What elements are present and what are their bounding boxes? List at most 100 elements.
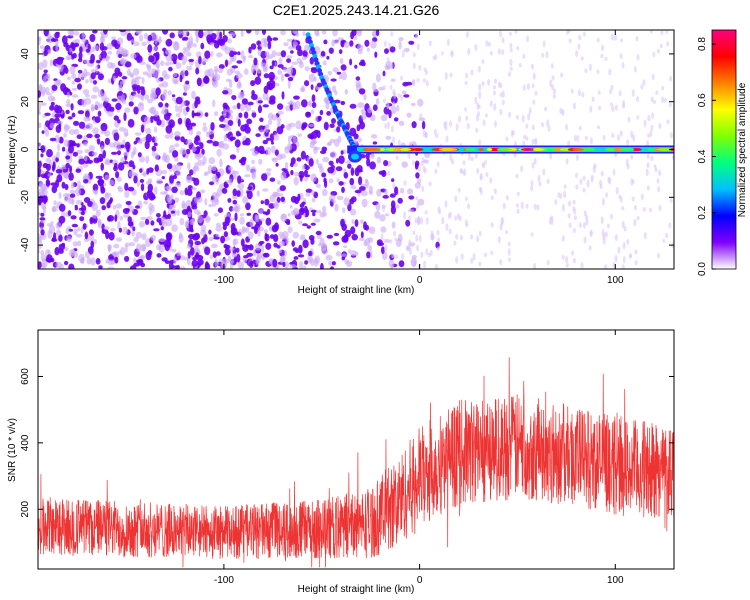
noise-speckle [631, 196, 635, 202]
noise-speckle [436, 246, 440, 252]
noise-speckle [283, 42, 289, 47]
noise-speckle [170, 53, 178, 62]
noise-speckle [118, 84, 123, 94]
noise-speckle [204, 246, 211, 256]
noise-speckle [42, 59, 48, 69]
noise-speckle [73, 128, 80, 135]
noise-speckle [150, 234, 157, 241]
noise-speckle [649, 30, 653, 34]
snr-frame [37, 329, 675, 570]
noise-speckle [546, 119, 550, 128]
noise-speckle [249, 260, 254, 268]
noise-speckle [256, 190, 260, 197]
noise-speckle [126, 68, 132, 76]
noise-speckle [173, 256, 177, 265]
noise-speckle [40, 170, 46, 175]
noise-speckle [368, 185, 373, 193]
noise-speckle [231, 207, 236, 212]
noise-speckle [147, 44, 153, 53]
noise-speckle [601, 44, 604, 52]
noise-speckle [42, 162, 49, 169]
noise-speckle [207, 164, 213, 174]
noise-speckle [43, 50, 48, 57]
noise-speckle [449, 72, 453, 78]
noise-speckle [401, 90, 407, 95]
noise-speckle [396, 104, 400, 112]
noise-speckle [568, 38, 572, 44]
noise-speckle [97, 110, 102, 117]
noise-speckle [50, 221, 54, 225]
noise-speckle [239, 216, 245, 225]
noise-speckle [436, 230, 440, 236]
noise-speckle [660, 30, 664, 36]
noise-speckle [284, 162, 289, 170]
noise-speckle [366, 157, 371, 167]
noise-speckle [55, 125, 62, 133]
noise-speckle [525, 123, 529, 129]
noise-speckle [216, 52, 223, 58]
noise-speckle [584, 135, 588, 141]
noise-speckle [383, 238, 387, 244]
noise-speckle [386, 57, 390, 62]
noise-speckle [120, 144, 125, 149]
noise-speckle [251, 174, 256, 178]
noise-speckle [203, 76, 210, 84]
noise-speckle [391, 221, 396, 229]
noise-speckle [191, 146, 197, 152]
noise-speckle [534, 90, 538, 96]
noise-speckle [349, 58, 353, 66]
noise-speckle [447, 212, 451, 220]
noise-speckle [68, 172, 74, 181]
noise-speckle [248, 54, 254, 59]
noise-speckle [481, 59, 485, 65]
noise-speckle [601, 197, 605, 206]
noise-speckle [120, 48, 128, 56]
noise-speckle [614, 104, 618, 111]
noise-speckle [88, 145, 95, 152]
noise-speckle [280, 196, 285, 203]
x-tick-label: 100 [607, 275, 624, 286]
noise-speckle [241, 98, 248, 105]
noise-speckle [119, 30, 127, 33]
noise-speckle [359, 121, 365, 130]
noise-speckle [250, 43, 257, 50]
noise-speckle [170, 61, 174, 65]
noise-speckle [113, 115, 120, 121]
noise-speckle [47, 230, 53, 239]
noise-speckle [128, 101, 134, 107]
noise-speckle [384, 48, 389, 54]
noise-speckle [69, 165, 73, 173]
noise-speckle [68, 129, 76, 135]
noise-speckle [201, 237, 205, 245]
noise-speckle [271, 80, 276, 89]
noise-speckle [445, 135, 449, 143]
noise-speckle [40, 102, 47, 107]
noise-speckle [261, 245, 265, 253]
noise-speckle [622, 256, 626, 264]
noise-speckle [522, 84, 526, 92]
noise-speckle [170, 210, 176, 214]
noise-speckle [298, 220, 303, 225]
noise-speckle [243, 68, 249, 75]
noise-speckle [141, 77, 145, 85]
noise-speckle [619, 196, 623, 203]
noise-speckle [614, 254, 618, 263]
noise-speckle [301, 164, 306, 171]
noise-speckle [384, 123, 388, 129]
noise-speckle [104, 192, 109, 200]
noise-speckle [165, 38, 173, 47]
noise-speckle [367, 237, 374, 243]
noise-speckle [258, 240, 265, 245]
noise-speckle [64, 184, 69, 190]
noise-speckle [308, 73, 316, 83]
noise-speckle [114, 162, 118, 169]
noise-speckle [572, 227, 576, 234]
noise-speckle [421, 120, 426, 130]
noise-speckle [310, 84, 314, 90]
noise-speckle [148, 55, 155, 63]
noise-speckle [445, 223, 449, 232]
noise-speckle [245, 244, 252, 249]
noise-speckle [93, 45, 99, 51]
noise-speckle [554, 199, 558, 205]
noise-speckle [286, 66, 293, 75]
